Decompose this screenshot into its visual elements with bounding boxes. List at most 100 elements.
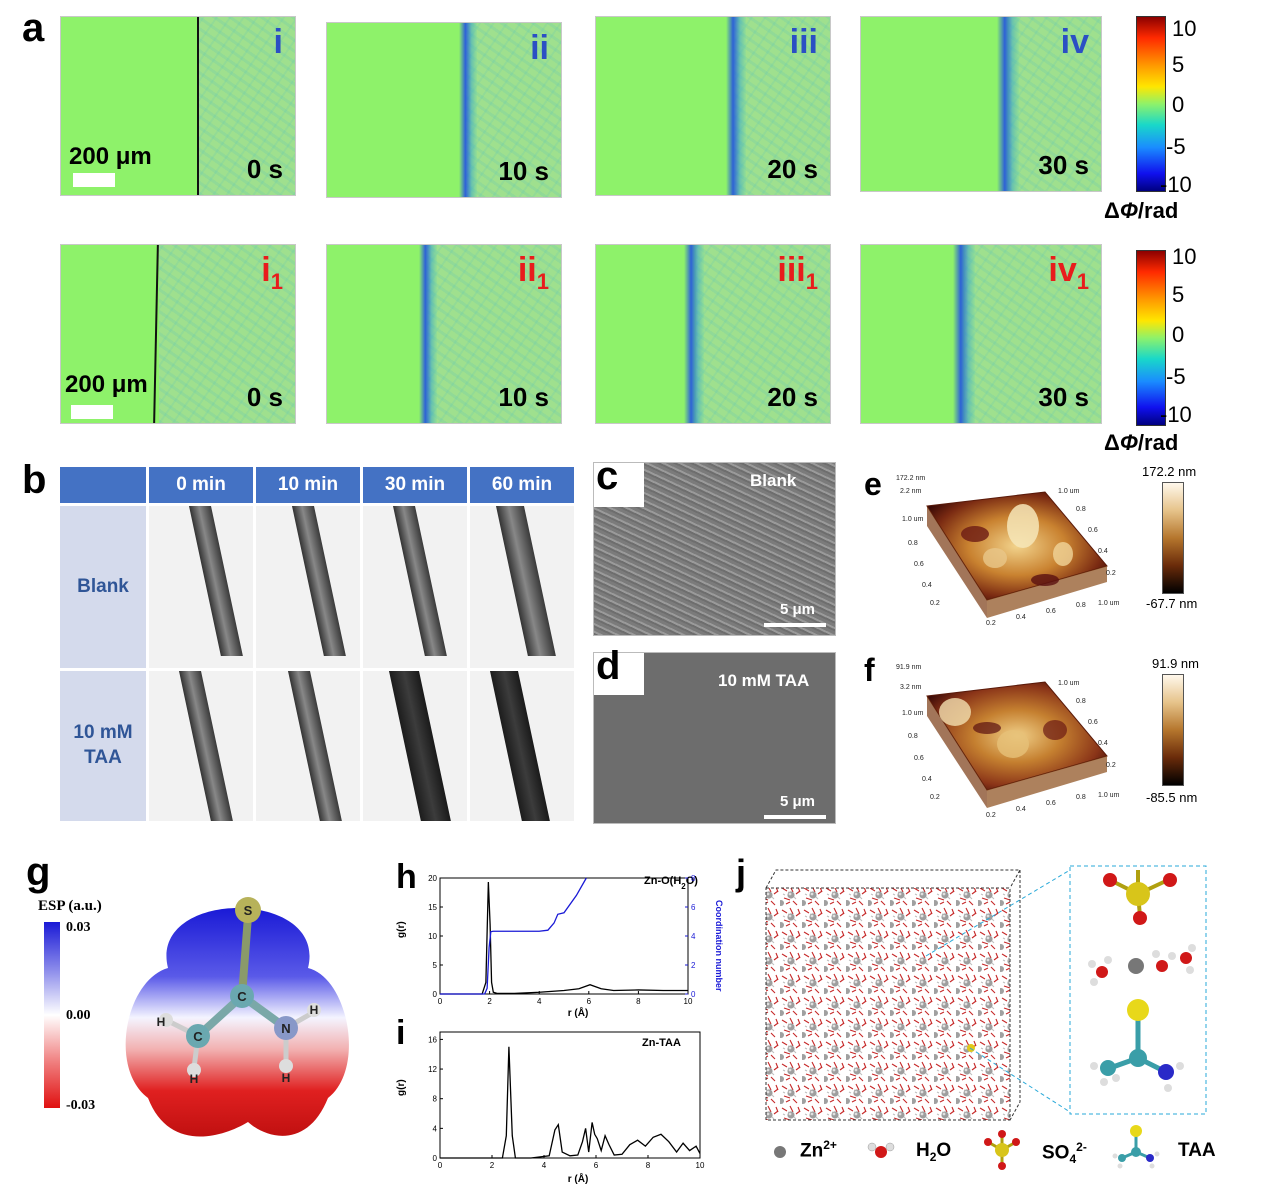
rdf-chart-zn-o: Zn-O(H2O) g(r) Coordination number r (Å)…: [396, 874, 724, 1019]
afm-ytick: 0.8: [908, 540, 918, 547]
taa-molecule-icon: [1112, 1125, 1160, 1169]
afm-xtick: 1.0 um: [1098, 600, 1120, 607]
scale-text: 200 μm: [69, 143, 152, 170]
cbar-tick: 10: [1172, 244, 1197, 269]
sem-scale-bar: [764, 623, 826, 627]
cbar-unit: ΔΦ/rad: [1104, 198, 1179, 223]
y-tick-label: 0: [433, 990, 438, 999]
panel-i-label: i: [396, 1014, 406, 1052]
panel-a-label-ii1: ii1: [517, 251, 549, 294]
phase-image-iv: iv 30 s: [860, 16, 1102, 192]
afm-side-tick: 0.2: [1106, 762, 1116, 769]
y-tick-label: 0: [433, 1154, 438, 1163]
x-tick-label: 6: [594, 1161, 599, 1170]
y-axis-label: g(r): [396, 1079, 407, 1096]
afm-colorbar-e: [1162, 482, 1184, 594]
scale-bar: [73, 173, 115, 187]
x-tick-label: 2: [490, 1161, 495, 1170]
panel-a-label-i: i: [273, 23, 283, 61]
esp-tick: 0.03: [66, 920, 91, 935]
afm-ztick: 91.9 nm: [896, 664, 922, 671]
water-molecule-icon: [867, 1142, 895, 1158]
esp-colorbar: [44, 922, 60, 1108]
panel-d-label: d: [596, 644, 621, 688]
afm-min-f: -85.5 nm: [1146, 790, 1198, 805]
rdf-chart-zn-taa: Zn-TAA g(r) r (Å) 0 2 4 6 8 10 0 4 8 12 16: [396, 1031, 705, 1184]
nitrogen-atom: [274, 1016, 298, 1040]
time-10s: 10 s: [498, 156, 549, 186]
afm-max-e: 172.2 nm: [1142, 464, 1197, 479]
atom-label: S: [244, 903, 253, 918]
hydrogen-atom: [279, 1059, 293, 1073]
sem-scale-text: 5 μm: [780, 601, 816, 618]
afm-ytick: 1.0 um: [902, 710, 924, 717]
series-line-coordination-number: [440, 877, 587, 995]
afm-xtick: 0.6: [1046, 800, 1056, 807]
afm-side-tick: 0.6: [1088, 527, 1098, 534]
photo-blank-30: [363, 506, 467, 668]
y-tick-label: 5: [433, 961, 438, 970]
y2-tick-label: 0: [691, 990, 696, 999]
y-tick-label: 15: [428, 903, 437, 912]
hydrogen-atom: [307, 1003, 321, 1017]
x-tick-label: 6: [587, 997, 592, 1006]
afm-ztick: 2.2 nm: [900, 488, 922, 495]
panel-a-label-iii1: iii1: [777, 251, 818, 294]
panel-a-label-iv: iv: [1060, 23, 1089, 61]
cbar-tick: -10: [1160, 172, 1192, 197]
carbon-atom: [186, 1024, 210, 1048]
series-line-g-r-: [440, 882, 688, 995]
table-corner: [60, 467, 146, 503]
sem-image-taa: 10 mM TAA 5 μm: [593, 652, 836, 824]
y-tick-label: 8: [433, 1095, 438, 1104]
phase-image-ii1: ii1 10 s: [326, 244, 562, 424]
x-tick-label: 0: [438, 997, 443, 1006]
atom-label: H: [190, 1072, 199, 1086]
panel-a-label: a: [22, 6, 45, 50]
atom-label: C: [237, 989, 247, 1004]
plot-frame: [439, 1031, 701, 1159]
legend-h2o: H2O: [916, 1140, 952, 1164]
afm-surface-taa: [926, 681, 1108, 808]
x-axis-label: r (Å): [568, 1172, 589, 1184]
panel-j-label: j: [736, 852, 747, 893]
afm-ztick: 3.2 nm: [900, 684, 922, 691]
sulfur-atom: [235, 897, 261, 923]
legend-zn: Zn2+: [800, 1138, 837, 1162]
time-30s: 30 s: [1038, 150, 1089, 180]
afm-ytick: 0.4: [922, 776, 932, 783]
photo-taa-0: [149, 671, 253, 821]
afm-xtick: 0.4: [1016, 806, 1026, 813]
y-tick-label: 20: [428, 874, 437, 883]
panel-a-label-i1: i1: [261, 251, 283, 294]
afm-ytick: 0.2: [930, 600, 940, 607]
panel-e-label: e: [864, 466, 882, 502]
esp-tick: -0.03: [66, 1098, 96, 1113]
hydrogen-atom: [187, 1063, 201, 1077]
atom-label: H: [157, 1015, 166, 1029]
sem-scale-text: 5 μm: [780, 793, 816, 810]
afm-ytick: 1.0 um: [902, 516, 924, 523]
time-30s: 30 s: [1038, 382, 1089, 412]
row-label-blank: Blank: [60, 506, 146, 668]
afm-xtick: 1.0 um: [1098, 792, 1120, 799]
y-tick-label: 10: [428, 932, 437, 941]
x-tick-label: 4: [542, 1161, 547, 1170]
y2-tick-label: 6: [691, 903, 696, 912]
y2-tick-label: 8: [691, 874, 696, 883]
afm-xtick: 0.2: [986, 812, 996, 819]
panel-b-label: b: [22, 458, 47, 502]
photo-blank-0: [149, 506, 253, 668]
cbar-tick: -5: [1166, 364, 1186, 389]
photo-taa-60: [470, 671, 574, 821]
afm-ytick: 0.4: [922, 582, 932, 589]
legend-so4: SO42-: [1042, 1140, 1087, 1167]
y2-tick-label: 4: [691, 932, 696, 941]
x-tick-label: 8: [646, 1161, 651, 1170]
afm-xtick: 0.8: [1076, 794, 1086, 801]
cbar-tick: 10: [1172, 16, 1197, 41]
afm-side-tick: 0.4: [1098, 548, 1108, 555]
time-20s: 20 s: [767, 382, 818, 412]
afm-side-tick: 0.8: [1076, 698, 1086, 705]
panel-a-label-iv1: iv1: [1048, 251, 1089, 294]
